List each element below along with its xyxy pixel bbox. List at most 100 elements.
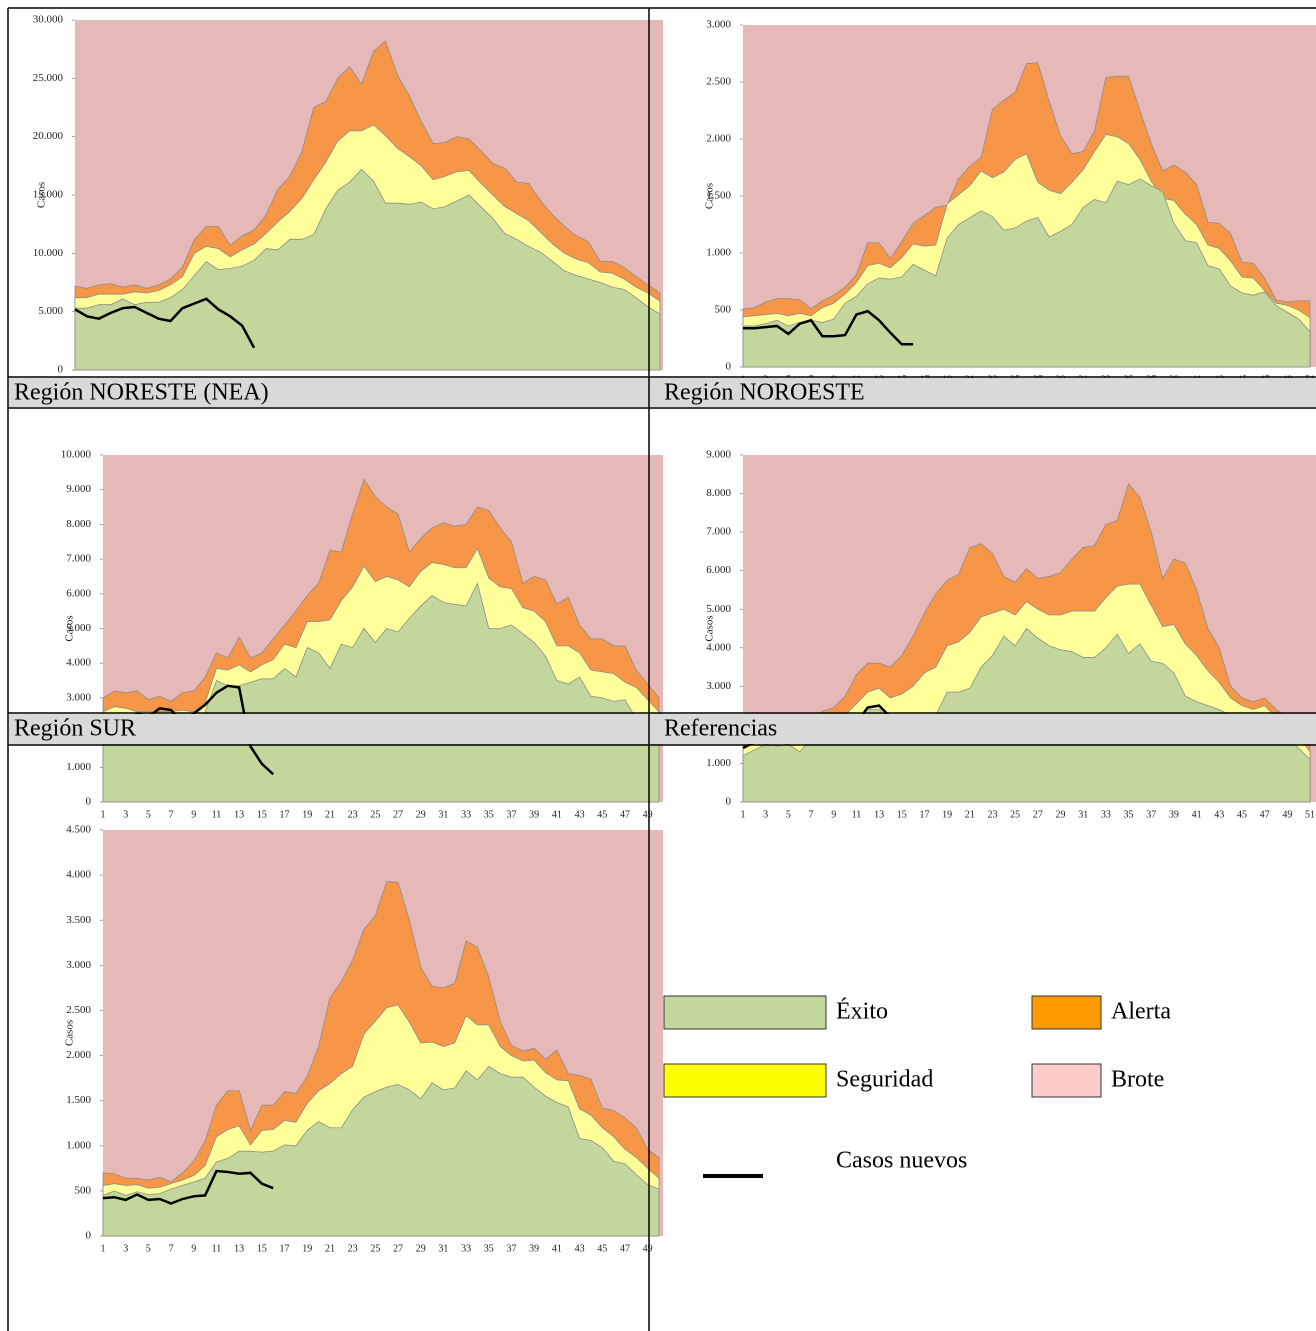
casos-nuevos-line: [102, 1169, 274, 1205]
y-tick-label: 15.000: [33, 189, 64, 201]
y-tick-label: 8.000: [706, 487, 731, 499]
y-tick-label: 4.500: [66, 824, 91, 836]
y-tick-label: 5.000: [38, 305, 63, 317]
y-tick-label: 500: [715, 304, 732, 316]
y-tick-label: 1.000: [706, 757, 731, 769]
x-tick-label: 17: [280, 809, 290, 820]
x-tick-label: 25: [1010, 809, 1020, 820]
y-tick-label: 2.000: [706, 133, 731, 145]
y-tick-label: 10.000: [33, 247, 64, 259]
legend-swatch: [1031, 1063, 1102, 1098]
x-tick-label: 7: [169, 809, 174, 820]
x-tick-label: 49: [643, 1243, 653, 1254]
x-tick-label: 19: [942, 809, 952, 820]
area-chart: 05.00010.00015.00020.00025.00030.0001357…: [33, 14, 663, 388]
y-tick-label: 9.000: [706, 449, 731, 461]
x-tick-label: 29: [416, 809, 426, 820]
x-tick-label: 5: [146, 1243, 151, 1254]
x-tick-label: 43: [575, 809, 585, 820]
y-tick-label: 7.000: [66, 553, 91, 565]
x-tick-label: 43: [575, 1243, 585, 1254]
x-tick-label: 45: [597, 809, 607, 820]
y-tick-label: 7.000: [706, 526, 731, 538]
x-tick-label: 5: [146, 809, 151, 820]
y-tick-label: 3.000: [66, 691, 91, 703]
x-tick-label: 15: [257, 809, 267, 820]
legend-swatch: [663, 1063, 827, 1098]
y-tick-label: 3.000: [66, 959, 91, 971]
x-tick-label: 13: [234, 1243, 244, 1254]
y-axis-label: Casos: [36, 182, 48, 208]
x-tick-label: 13: [874, 809, 884, 820]
y-tick-label: 0: [58, 364, 64, 376]
x-tick-label: 27: [393, 1243, 403, 1254]
y-tick-label: 1.000: [66, 761, 91, 773]
x-tick-label: 11: [852, 809, 862, 820]
y-tick-label: 1.000: [706, 247, 731, 259]
region-header: Región SUR: [14, 716, 136, 742]
y-tick-label: 3.500: [66, 914, 91, 926]
x-tick-label: 15: [257, 1243, 267, 1254]
y-tick-label: 6.000: [66, 587, 91, 599]
y-axis-label: Casos: [64, 615, 76, 641]
y-axis-label: Casos: [64, 1020, 76, 1046]
x-tick-label: 3: [123, 809, 128, 820]
casos-nuevos-line: [743, 309, 914, 346]
x-tick-label: 29: [1056, 809, 1066, 820]
x-tick-label: 39: [529, 809, 539, 820]
x-tick-label: 3: [123, 1243, 128, 1254]
x-tick-label: 1: [741, 809, 746, 820]
y-tick-label: 4.000: [706, 641, 731, 653]
legend-header: Referencias: [664, 716, 777, 742]
x-tick-label: 17: [280, 1243, 290, 1254]
x-tick-label: 21: [325, 1243, 335, 1254]
x-tick-label: 1: [101, 1243, 106, 1254]
x-tick-label: 7: [169, 1243, 174, 1254]
x-tick-label: 37: [506, 809, 516, 820]
area-chart: 0 500 1.000 1.500 2.000 2.500 3.000 3.500 4.000 4…: [64, 824, 663, 1254]
charts: 05.00010.00015.00020.00025.00030.0001357…: [33, 14, 1316, 1254]
y-tick-label: 0: [726, 796, 732, 808]
table-lines: [7, 7, 1316, 1331]
x-tick-label: 27: [393, 809, 403, 820]
y-tick-label: 500: [75, 1184, 92, 1196]
legend-label: Seguridad: [836, 1067, 933, 1093]
x-tick-label: 45: [1237, 809, 1247, 820]
x-tick-label: 11: [212, 809, 222, 820]
x-tick-label: 49: [1282, 809, 1292, 820]
y-tick-label: 2.500: [706, 76, 731, 88]
y-tick-label: 6.000: [706, 564, 731, 576]
x-tick-label: 23: [348, 809, 358, 820]
legend-swatch: [1031, 995, 1102, 1030]
x-tick-label: 25: [370, 809, 380, 820]
x-tick-label: 47: [620, 1243, 630, 1254]
x-tick-label: 39: [529, 1243, 539, 1254]
legend-label: Casos nuevos: [836, 1148, 967, 1174]
x-tick-label: 37: [1146, 809, 1156, 820]
x-tick-label: 9: [831, 809, 836, 820]
y-tick-label: 3.000: [706, 19, 731, 31]
x-tick-label: 3: [763, 809, 768, 820]
x-tick-label: 17: [919, 809, 929, 820]
y-tick-label: 5.000: [66, 622, 91, 634]
x-tick-label: 39: [1169, 809, 1179, 820]
region-header: Región NOROESTE: [664, 380, 865, 406]
x-tick-label: 21: [325, 809, 335, 820]
legend-label: Éxito: [836, 999, 888, 1025]
x-tick-label: 31: [1078, 809, 1088, 820]
x-tick-label: 23: [987, 809, 997, 820]
x-tick-label: 27: [1033, 809, 1043, 820]
header-row: [9, 714, 1316, 744]
y-tick-label: 5.000: [706, 603, 731, 615]
x-tick-label: 15: [897, 809, 907, 820]
y-tick-label: 1.500: [706, 190, 731, 202]
x-tick-label: 29: [416, 1243, 426, 1254]
region-header: Región NORESTE (NEA): [14, 380, 269, 406]
x-tick-label: 7: [809, 809, 814, 820]
y-tick-label: 0: [726, 361, 732, 373]
y-axis-label: Casos: [704, 183, 716, 209]
y-tick-label: 4.000: [66, 869, 91, 881]
x-tick-label: 33: [461, 809, 471, 820]
legend-swatch: [663, 995, 827, 1030]
x-tick-label: 19: [302, 1243, 312, 1254]
